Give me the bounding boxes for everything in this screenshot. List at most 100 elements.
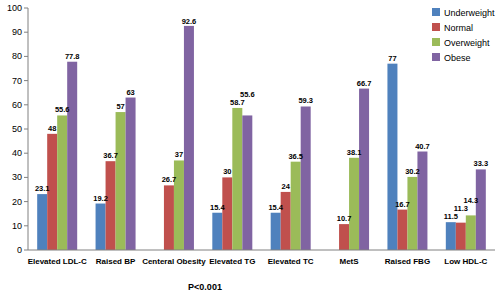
legend: Underweight Normal Overweight Obese: [432, 8, 495, 63]
x-tick-label: Low HDL-C: [444, 257, 487, 266]
y-tick-label: 90: [12, 27, 22, 37]
bar: [466, 215, 476, 250]
y-tick: [24, 225, 28, 226]
x-tick-label: Elevated TC: [268, 257, 314, 266]
bar: [349, 158, 359, 250]
data-label: 55.6: [55, 105, 70, 114]
y-tick-label: 30: [12, 172, 22, 182]
y-tick: [24, 201, 28, 202]
x-tick-label: Elevated TG: [209, 257, 255, 266]
bar: [271, 213, 281, 250]
legend-swatch: [432, 8, 440, 16]
legend-swatch: [432, 53, 440, 61]
data-label: 66.7: [357, 79, 372, 88]
x-tick-label: Elevated LDL-C: [28, 257, 87, 266]
data-label: 38.1: [347, 148, 362, 157]
data-label: 57: [116, 102, 124, 111]
bar: [174, 160, 184, 250]
y-tick-label: 40: [12, 148, 22, 158]
data-label: 59.3: [298, 96, 313, 105]
y-tick: [24, 177, 28, 178]
y-tick-label: 20: [12, 197, 22, 207]
bar: [339, 224, 349, 250]
legend-label: Normal: [444, 23, 473, 33]
bar: [387, 64, 397, 250]
data-label: 11.3: [454, 204, 468, 213]
y-tick: [24, 250, 28, 251]
bar: [106, 161, 116, 250]
data-label: 23.1: [35, 184, 50, 193]
data-label: 33.3: [474, 159, 489, 168]
bar: [291, 162, 301, 250]
data-label: 77.8: [65, 52, 80, 61]
y-tick-label: 80: [12, 51, 22, 61]
data-label: 30: [223, 167, 231, 176]
data-labels: 23.14855.677.819.236.7576326.73792.615.4…: [35, 17, 488, 223]
bar: [184, 26, 194, 250]
bar: [301, 106, 311, 250]
bar: [446, 222, 456, 250]
x-tick-label: Raised FBG: [385, 257, 430, 266]
data-label: 37: [175, 150, 183, 159]
y-tick-label: 100: [7, 3, 22, 13]
y-tick: [24, 129, 28, 130]
y-tick: [24, 32, 28, 33]
y-axis: [28, 8, 29, 250]
bar: [407, 177, 417, 250]
data-label: 36.7: [103, 151, 118, 160]
legend-swatch: [432, 23, 440, 31]
y-tick: [24, 104, 28, 105]
bar: [67, 62, 77, 250]
legend-label: Obese: [444, 53, 471, 63]
y-tick-label: 0: [17, 245, 22, 255]
bar: [222, 177, 232, 250]
legend-swatch: [432, 38, 440, 46]
data-label: 26.7: [162, 175, 177, 184]
data-label: 40.7: [415, 142, 430, 151]
bar: [37, 194, 47, 250]
data-label: 30.2: [405, 167, 420, 176]
x-tick-label: Raised BP: [96, 257, 136, 266]
y-tick: [24, 80, 28, 81]
data-label: 15.4: [268, 203, 283, 212]
y-tick-label: 60: [12, 100, 22, 110]
data-label: 15.4: [210, 203, 225, 212]
data-label: 10.7: [337, 214, 352, 223]
data-label: 24: [282, 182, 291, 191]
bar: [476, 169, 486, 250]
chart-svg: 010203040506070809010023.14855.677.819.2…: [0, 0, 500, 301]
bar: [126, 98, 136, 250]
bar: [397, 210, 407, 250]
y-tick: [24, 153, 28, 154]
bar: [164, 185, 174, 250]
y-tick-label: 10: [12, 221, 22, 231]
bar: [57, 115, 67, 250]
annotation: P<0.001: [188, 282, 222, 292]
chart-container: 010203040506070809010023.14855.677.819.2…: [0, 0, 500, 301]
bar: [96, 204, 106, 250]
y-tick-label: 70: [12, 76, 22, 86]
data-label: 77: [388, 54, 396, 63]
data-label: 58.7: [230, 98, 245, 107]
data-label: 16.7: [395, 200, 410, 209]
data-label: 11.5: [444, 212, 458, 221]
bar: [232, 108, 242, 250]
legend-label: Underweight: [444, 8, 495, 18]
x-tick-label: MetS: [340, 257, 360, 266]
bars: [37, 26, 486, 250]
data-label: 36.5: [288, 152, 303, 161]
data-label: 55.6: [240, 90, 255, 99]
data-label: 48: [48, 124, 56, 133]
y-tick: [24, 8, 28, 9]
bar: [359, 89, 369, 250]
bar: [281, 192, 291, 250]
data-label: 14.3: [464, 196, 479, 205]
bar: [242, 115, 252, 250]
bar: [212, 213, 222, 250]
bar: [456, 223, 466, 250]
bar: [116, 112, 126, 250]
y-tick-label: 50: [12, 124, 22, 134]
legend-label: Overweight: [444, 38, 490, 48]
x-tick-label: Centeral Obesity: [142, 257, 206, 266]
y-tick: [24, 56, 28, 57]
